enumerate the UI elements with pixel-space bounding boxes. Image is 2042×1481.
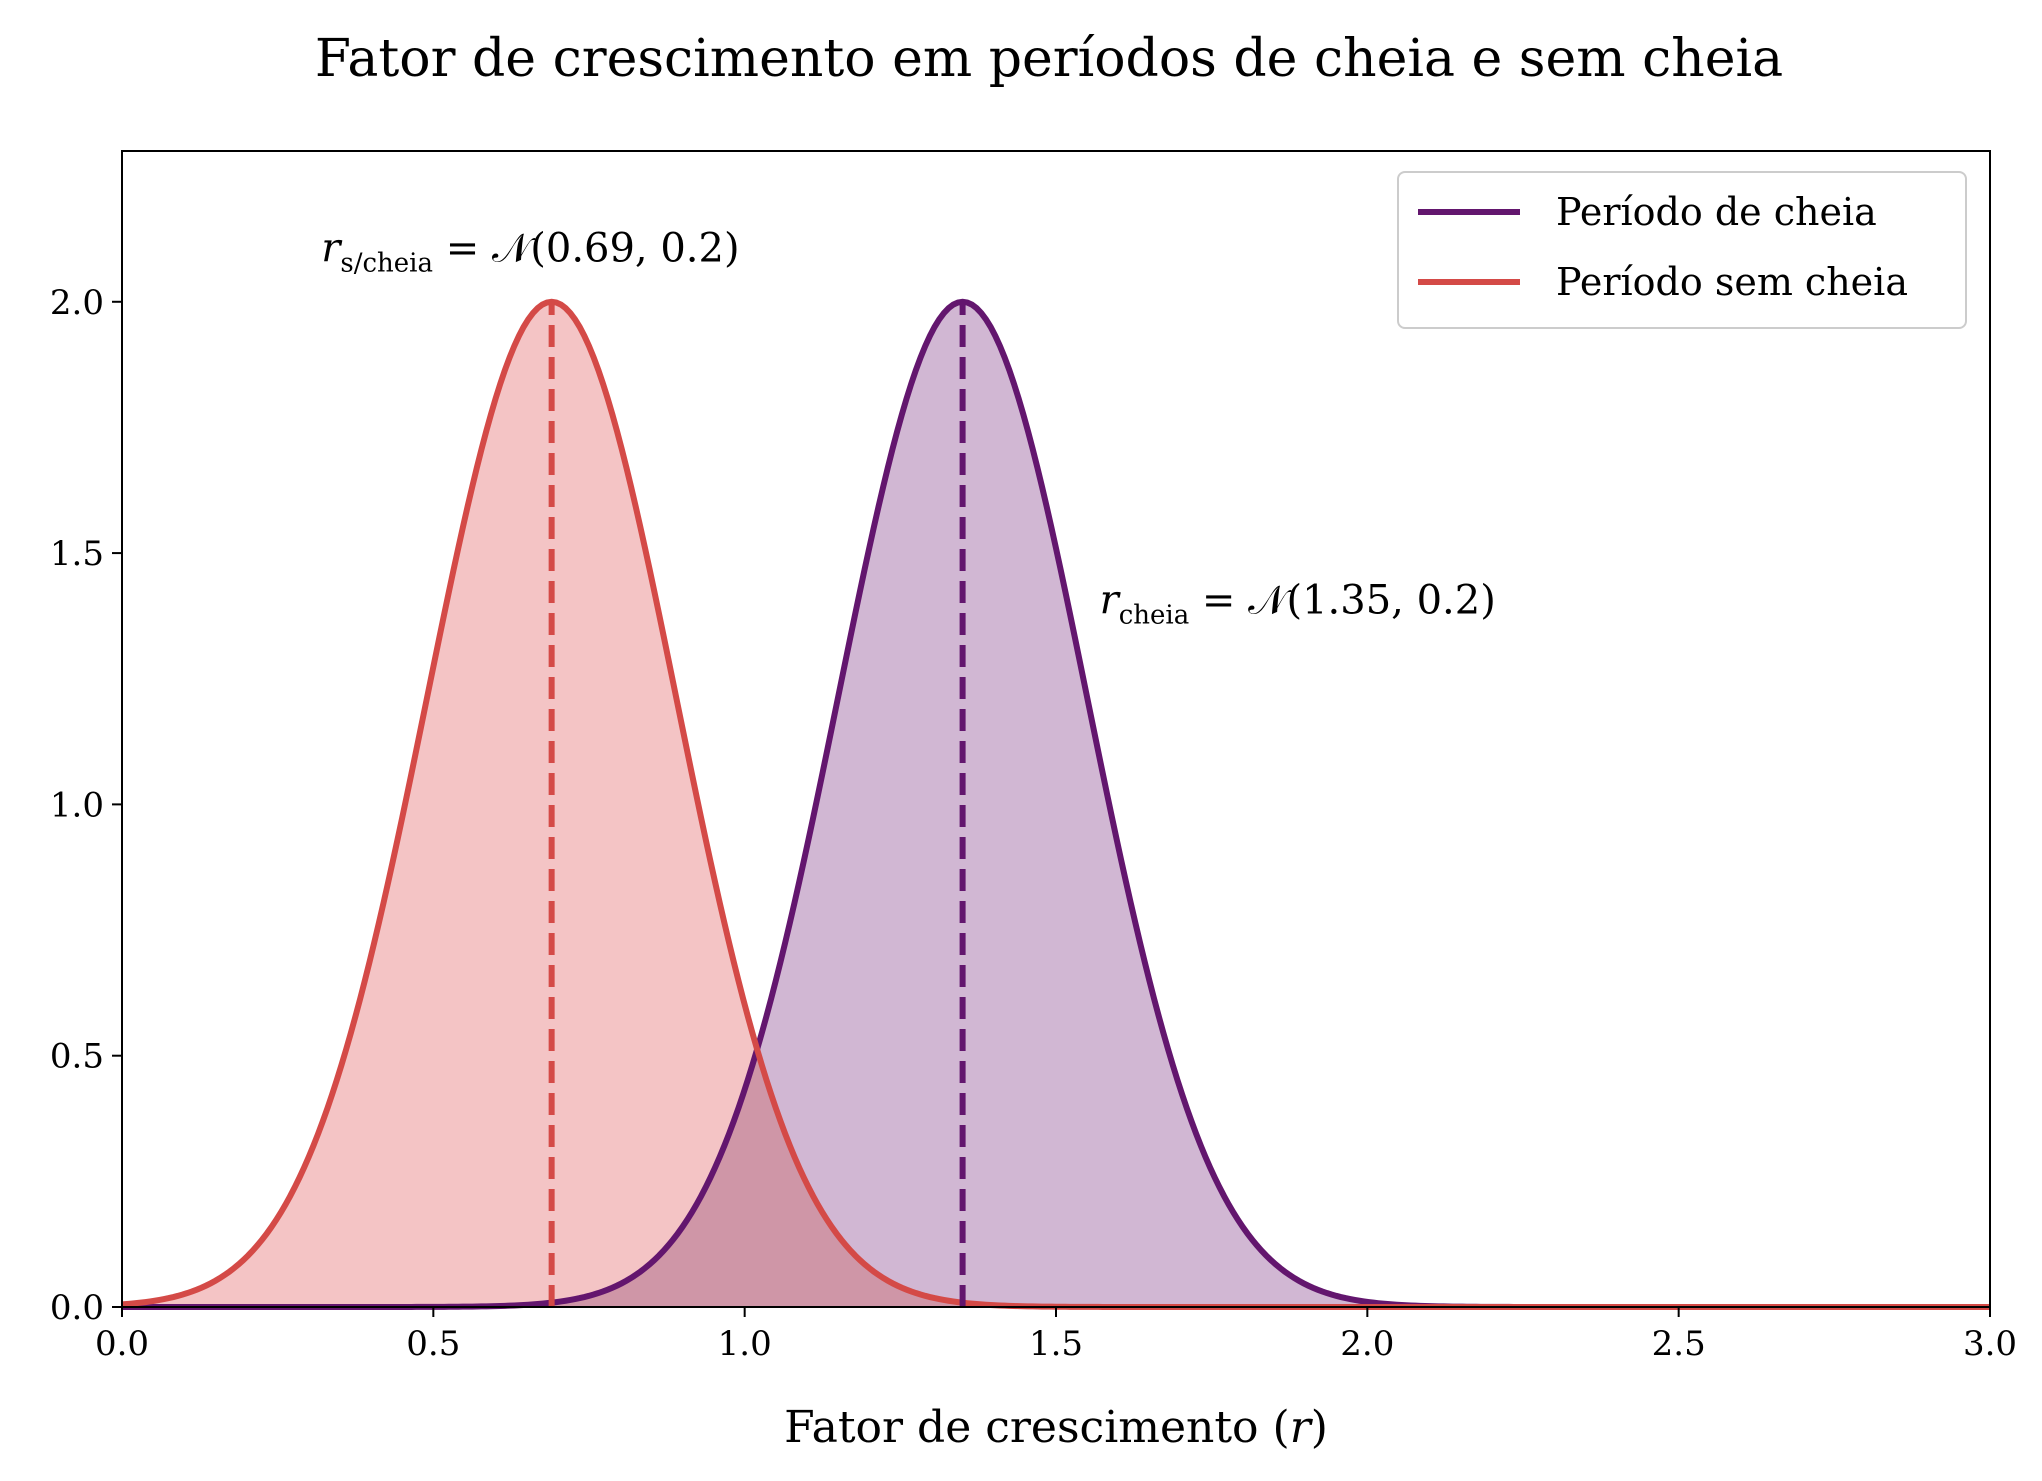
x-tick-label: 1.5 (1029, 1324, 1083, 1364)
x-axis: 0.0 0.5 1.0 1.5 2.0 2.5 3.0 (95, 1307, 2017, 1364)
x-tick-label: 3.0 (1963, 1324, 2017, 1364)
legend-label-1: Período sem cheia (1556, 260, 1908, 304)
y-tick-label: 1.5 (50, 534, 104, 574)
annotations: rcheia = 𝒩(1.35, 0.2) rs/cheia = 𝒩(0.69, … (321, 226, 1496, 631)
x-tick-label: 1.0 (718, 1324, 772, 1364)
legend-box (1397, 171, 1967, 329)
y-tick-label: 0.0 (50, 1288, 104, 1328)
area-fill-1 (122, 301, 1990, 1307)
x-axis-label-text: Fator de crescimento ( (784, 1402, 1290, 1453)
y-axis: 0.0 0.5 1.0 1.5 2.0 (50, 283, 122, 1328)
legend-label-0: Período de cheia (1556, 190, 1877, 234)
chart-title: Fator de crescimento em períodos de chei… (315, 29, 1783, 89)
area-fill-0 (122, 301, 1990, 1307)
y-tick-label: 2.0 (50, 283, 104, 323)
x-tick-label: 2.0 (1340, 1324, 1394, 1364)
x-axis-label-var: r (1290, 1402, 1314, 1453)
y-tick-label: 0.5 (50, 1037, 104, 1077)
annotation-1: rs/cheia = 𝒩(0.69, 0.2) (321, 226, 739, 279)
annotation-0: rcheia = 𝒩(1.35, 0.2) (1100, 577, 1496, 630)
x-axis-label-close: ) (1311, 1402, 1328, 1453)
x-tick-label: 0.0 (95, 1324, 149, 1364)
x-axis-label: Fator de crescimento (r) (784, 1402, 1328, 1453)
legend: Período de cheia Período sem cheia (1397, 171, 1967, 329)
x-tick-label: 2.5 (1652, 1324, 1706, 1364)
mean-lines (548, 301, 966, 1307)
x-tick-label: 0.5 (406, 1324, 460, 1364)
area-fills (122, 301, 1990, 1307)
y-tick-label: 1.0 (50, 785, 104, 825)
